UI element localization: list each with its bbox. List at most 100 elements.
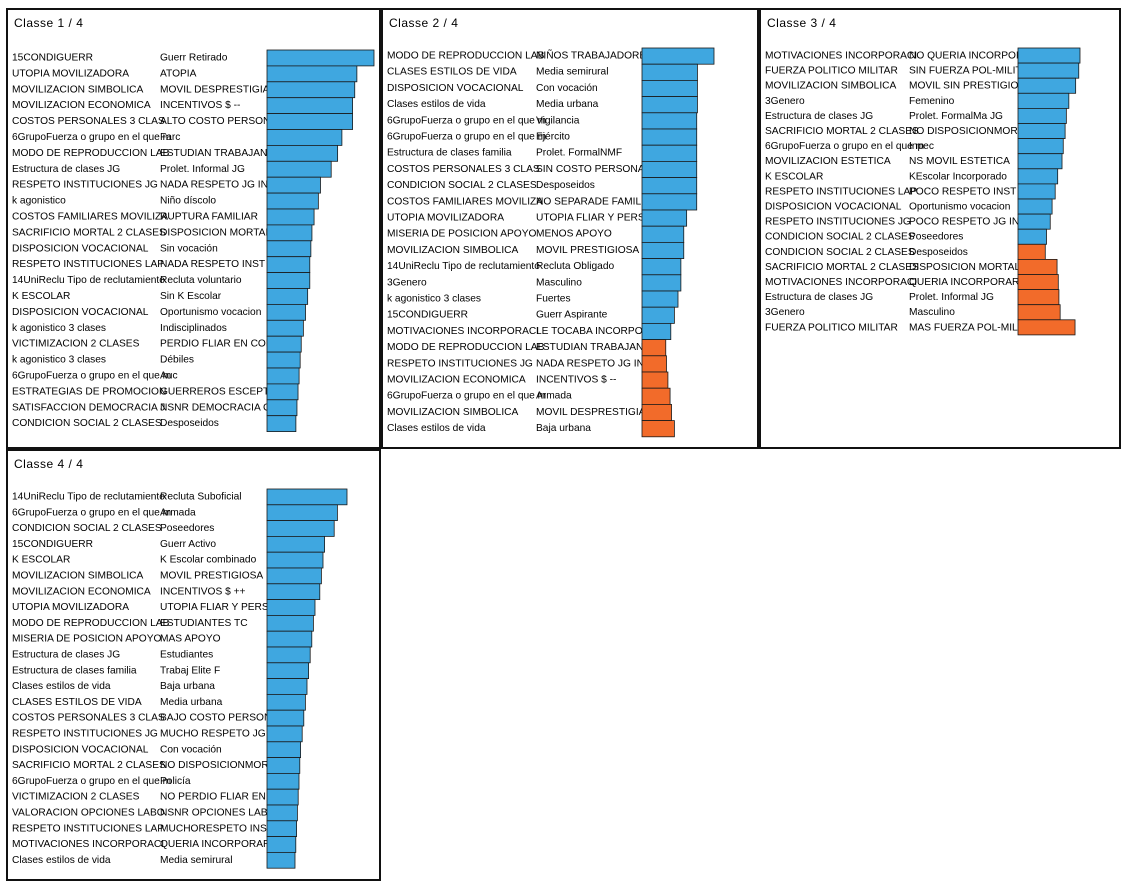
row-category-label: Masculino bbox=[909, 307, 955, 318]
bar bbox=[1017, 62, 1080, 79]
panel-classe-3: Classe 3 / 4 MOTIVACIONES INCORPORACI NO … bbox=[759, 8, 1121, 449]
row-variable-label: Clases estilos de vida bbox=[12, 681, 111, 692]
row-variable-label: COSTOS PERSONALES 3 CLAS bbox=[12, 116, 165, 127]
bar bbox=[641, 96, 698, 114]
row-variable-label: SACRIFICIO MORTAL 2 CLASES bbox=[765, 126, 919, 137]
row-variable-label: COSTOS FAMILIARES MOVILIZA bbox=[12, 212, 168, 223]
row-category-label: ESTUDIAN TRABAJAN bbox=[536, 342, 643, 353]
bar bbox=[641, 420, 675, 438]
row-variable-label: 6GrupoFuerza o grupo en el que m bbox=[387, 115, 546, 126]
panel-title: Classe 4 / 4 bbox=[14, 457, 84, 471]
row-variable-label: 3Genero bbox=[765, 307, 805, 318]
row-category-label: Oportunismo vocacion bbox=[909, 202, 1010, 213]
row-category-label: Prolet. Informal JG bbox=[909, 292, 994, 303]
row-variable-label: DISPOSICION VOCACIONAL bbox=[765, 202, 902, 213]
bar bbox=[266, 192, 319, 210]
row-variable-label: Estructura de clases familia bbox=[387, 148, 512, 159]
row-variable-label: CONDICION SOCIAL 2 CLASES bbox=[765, 247, 915, 258]
row-category-label: NS MOVIL ESTETICA bbox=[909, 156, 1010, 167]
row-variable-label: CLASES ESTILOS DE VIDA bbox=[12, 697, 142, 708]
bar bbox=[1017, 258, 1058, 275]
bar bbox=[1017, 153, 1063, 170]
row-variable-label: MODO DE REPRODUCCION LAB bbox=[387, 51, 545, 62]
row-variable-label: 14UniReclu Tipo de reclutamiento bbox=[12, 492, 165, 503]
row-category-label: Prolet. FormalMa JG bbox=[909, 111, 1003, 122]
row-variable-label: 6GrupoFuerza o grupo en el que m bbox=[387, 391, 546, 402]
row-category-label: Guerr Activo bbox=[160, 539, 216, 550]
row-category-label: SIN COSTO PERSONAL bbox=[536, 164, 651, 175]
bar bbox=[266, 399, 298, 417]
bar bbox=[1017, 123, 1066, 140]
bar-chart: 14UniReclu Tipo de reclutamientoRecluta … bbox=[12, 488, 348, 869]
bar bbox=[266, 836, 297, 853]
row-variable-label: Estructura de clases JG bbox=[765, 292, 873, 303]
bar bbox=[641, 112, 698, 130]
row-category-label: Policía bbox=[160, 776, 191, 787]
row-category-label: BAJO COSTO PERSON bbox=[160, 713, 271, 724]
bar bbox=[641, 403, 672, 421]
row-variable-label: MODO DE REPRODUCCION LAB bbox=[12, 148, 170, 159]
row-variable-label: 15CONDIGUERR bbox=[387, 310, 468, 321]
row-category-label: Farc bbox=[160, 132, 180, 143]
bar bbox=[1017, 183, 1056, 200]
row-category-label: Desposeidos bbox=[160, 418, 219, 429]
bar bbox=[266, 303, 306, 321]
row-variable-label: k agonistico 3 clases bbox=[12, 355, 106, 366]
row-variable-label: k agonistico bbox=[12, 196, 66, 207]
row-variable-label: SACRIFICIO MORTAL 2 CLASES bbox=[12, 227, 166, 238]
row-category-label: NADA RESPETO INST L bbox=[160, 259, 274, 270]
row-category-label: GUERREROS ESCEPTI bbox=[160, 386, 272, 397]
row-category-label: Recluta Suboficial bbox=[160, 492, 242, 503]
bar bbox=[266, 113, 353, 130]
bar bbox=[1017, 138, 1064, 155]
row-category-label: Sin K Escolar bbox=[160, 291, 222, 302]
row-variable-label: 6GrupoFuerza o grupo en el que m bbox=[12, 132, 171, 143]
bar bbox=[266, 224, 313, 242]
row-category-label: Armada bbox=[160, 507, 196, 518]
bar bbox=[266, 488, 348, 506]
row-category-label: Media semirural bbox=[160, 855, 232, 866]
row-category-label: ESTUDIANTES TC bbox=[160, 618, 248, 629]
row-variable-label: RESPETO INSTITUCIONES JG bbox=[387, 358, 533, 369]
row-category-label: Guerr Aspirante bbox=[536, 310, 608, 321]
bar bbox=[641, 47, 715, 65]
row-variable-label: 14UniReclu Tipo de reclutamiento bbox=[387, 261, 540, 272]
bar bbox=[1017, 77, 1077, 94]
row-category-label: Auc bbox=[160, 371, 178, 382]
row-variable-label: RESPETO INSTITUCIONES LAP bbox=[765, 186, 917, 197]
panel-title: Classe 1 / 4 bbox=[14, 16, 84, 30]
bar-chart: 15CONDIGUERR Guerr Retirado UTOPIA MOVILIZ… bbox=[12, 49, 375, 433]
row-category-label: Trabaj Elite F bbox=[160, 665, 220, 676]
bar bbox=[266, 160, 332, 178]
bar bbox=[266, 520, 335, 537]
row-variable-label: Estructura de clases JG bbox=[12, 650, 120, 661]
row-variable-label: UTOPIA MOVILIZADORA bbox=[387, 213, 504, 224]
panel-title: Classe 3 / 4 bbox=[767, 16, 837, 30]
row-variable-label: CONDICION SOCIAL 2 CLASES bbox=[12, 418, 162, 429]
bar bbox=[266, 240, 312, 258]
row-category-label: NADA RESPETO JG IN bbox=[160, 180, 268, 191]
bar bbox=[266, 415, 297, 433]
row-category-label: Inpec bbox=[909, 141, 934, 152]
panel-classe-1: Classe 1 / 4 15CONDIGUERR Guerr Retirado U… bbox=[6, 8, 381, 449]
bar bbox=[266, 144, 339, 162]
bar bbox=[266, 741, 301, 758]
bar bbox=[1017, 243, 1046, 260]
bar bbox=[266, 97, 353, 114]
row-variable-label: MODO DE REPRODUCCION LAB bbox=[12, 618, 170, 629]
row-category-label: MOVIL SIN PRESTIGIO bbox=[909, 81, 1019, 92]
bar bbox=[266, 804, 298, 822]
row-category-label: LE TOCABA INCORPOR bbox=[536, 326, 650, 337]
row-variable-label: Estructura de clases JG bbox=[765, 111, 873, 122]
bar bbox=[266, 583, 321, 601]
bar bbox=[266, 614, 314, 632]
row-variable-label: COSTOS PERSONALES 3 CLAS bbox=[387, 164, 540, 175]
row-category-label: NO QUERIA INCORPOR bbox=[909, 51, 1023, 62]
bar bbox=[266, 367, 300, 385]
row-variable-label: COSTOS PERSONALES 3 CLAS bbox=[12, 713, 165, 724]
bar bbox=[641, 258, 682, 276]
bar bbox=[266, 49, 375, 67]
row-variable-label: Clases estilos de vida bbox=[387, 423, 486, 434]
bar bbox=[641, 193, 698, 211]
